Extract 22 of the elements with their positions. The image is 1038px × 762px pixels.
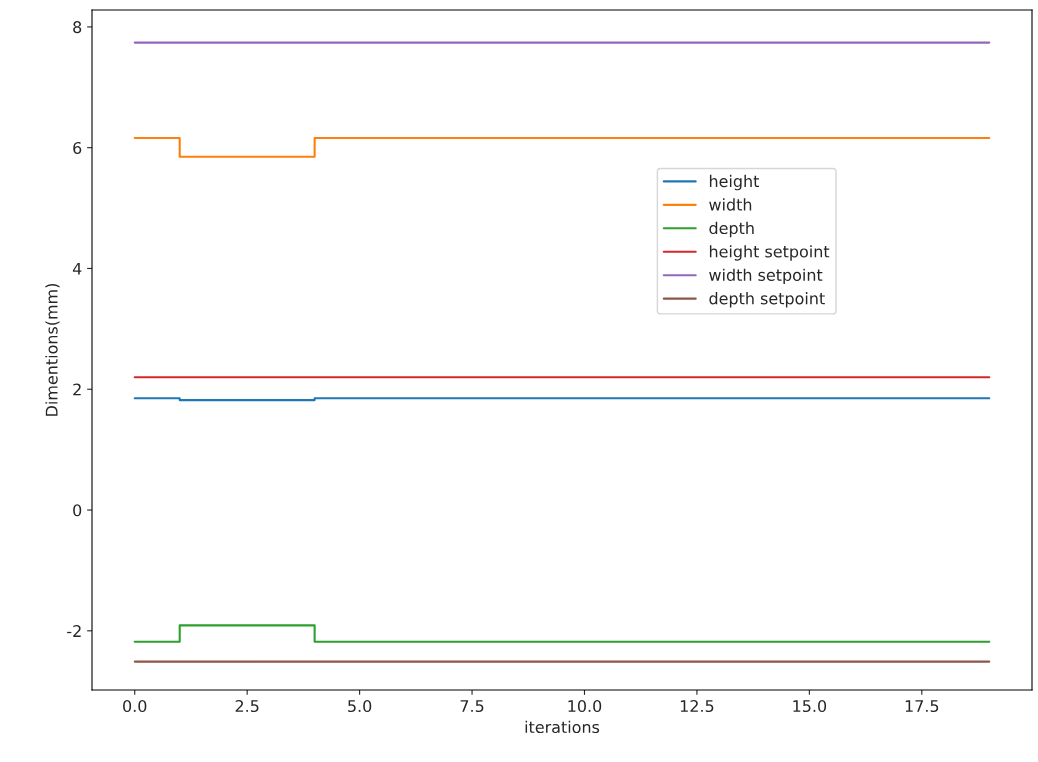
y-tick-label: 0 [73,504,82,517]
legend-label: width [709,198,752,211]
x-tick-label: 7.5 [460,700,484,713]
y-axis-title: Dimentions(mm) [45,284,60,416]
legend-label: depth [709,221,754,238]
legend-label: height [709,174,760,191]
x-tick-label: 15.0 [793,700,827,713]
x-tick-label: 17.5 [905,700,939,713]
x-tick-label: 12.5 [680,700,714,713]
x-tick-label: 10.0 [568,700,602,713]
y-tick-label: 8 [73,21,82,34]
x-tick-label: 5.0 [348,700,372,713]
legend-label: height setpoint [709,245,830,261]
y-tick-label: 6 [73,141,82,154]
x-tick-label: 2.5 [235,700,259,713]
x-tick-label: 0.0 [123,700,147,713]
y-tick-label: 2 [73,383,81,396]
y-tick-label: -2 [67,625,81,637]
x-axis-title: iterations [525,720,600,734]
y-tick-label: 4 [72,262,82,275]
legend-label: width setpoint [709,268,823,285]
legend-label: depth setpoint [709,292,825,308]
